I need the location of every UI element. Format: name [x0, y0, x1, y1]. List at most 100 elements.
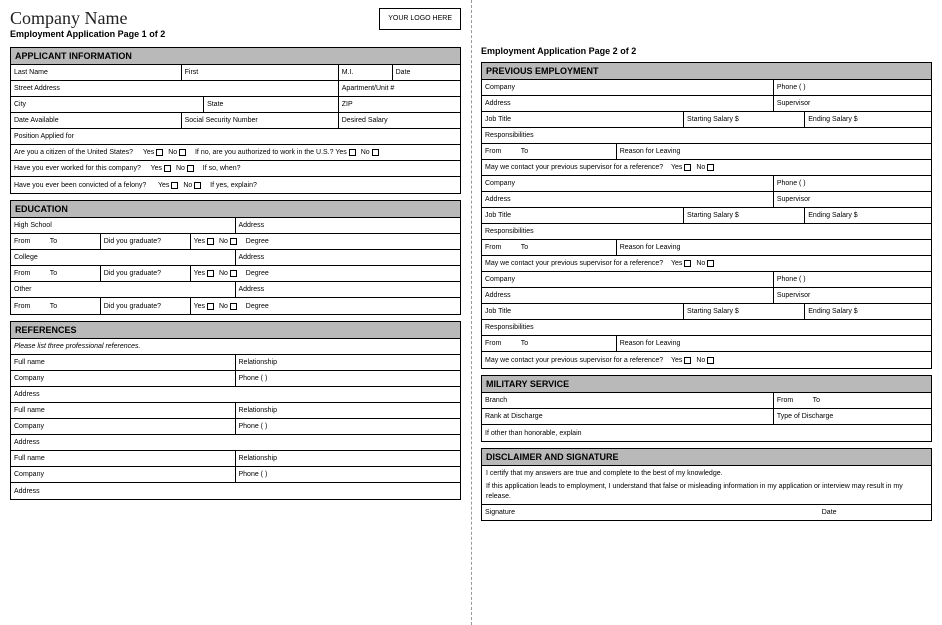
- field-high-school[interactable]: High School: [11, 218, 236, 233]
- field-grad[interactable]: Did you graduate?: [101, 266, 191, 281]
- field-phone[interactable]: Phone ( ): [236, 467, 461, 482]
- field-address[interactable]: Address: [11, 483, 460, 499]
- field-type[interactable]: Type of Discharge: [774, 409, 931, 424]
- field-degree[interactable]: [303, 298, 460, 314]
- field-date[interactable]: Date: [393, 65, 460, 80]
- field-worked[interactable]: Have you ever worked for this company? Y…: [11, 161, 460, 176]
- field-address[interactable]: Address: [236, 282, 461, 297]
- field-relationship[interactable]: Relationship: [236, 451, 461, 466]
- field-reason[interactable]: Reason for Leaving: [617, 336, 931, 351]
- field-phone[interactable]: Phone ( ): [236, 371, 461, 386]
- field-company[interactable]: Company: [482, 176, 774, 191]
- field-from-to[interactable]: From To: [482, 240, 617, 255]
- field-address[interactable]: Address: [11, 435, 460, 450]
- field-company[interactable]: Company: [482, 80, 774, 95]
- checkbox-icon[interactable]: [230, 238, 237, 245]
- field-contact[interactable]: May we contact your previous supervisor …: [482, 352, 931, 368]
- field-other[interactable]: Other: [11, 282, 236, 297]
- field-yesno[interactable]: Yes No Degree: [191, 298, 303, 314]
- field-from[interactable]: From To: [11, 298, 101, 314]
- field-phone[interactable]: Phone ( ): [774, 176, 931, 191]
- checkbox-icon[interactable]: [707, 164, 714, 171]
- field-yesno[interactable]: Yes No Degree: [191, 266, 303, 281]
- field-address[interactable]: Address: [482, 288, 774, 303]
- field-resp[interactable]: Responsibilities: [482, 224, 931, 239]
- field-address[interactable]: Address: [236, 218, 461, 233]
- field-city[interactable]: City: [11, 97, 204, 112]
- field-contact[interactable]: May we contact your previous supervisor …: [482, 256, 931, 271]
- checkbox-icon[interactable]: [230, 303, 237, 310]
- field-supervisor[interactable]: Supervisor: [774, 96, 931, 111]
- field-company[interactable]: Company: [482, 272, 774, 287]
- field-citizen[interactable]: Are you a citizen of the United States? …: [11, 145, 460, 160]
- checkbox-icon[interactable]: [179, 149, 186, 156]
- field-street[interactable]: Street Address: [11, 81, 339, 96]
- field-state[interactable]: State: [204, 97, 339, 112]
- field-address[interactable]: Address: [236, 250, 461, 265]
- checkbox-icon[interactable]: [207, 238, 214, 245]
- field-start-salary[interactable]: Starting Salary $: [684, 208, 805, 223]
- field-start-salary[interactable]: Starting Salary $: [684, 112, 805, 127]
- field-end-salary[interactable]: Ending Salary $: [805, 112, 931, 127]
- field-signature[interactable]: Signature: [482, 505, 819, 520]
- field-address[interactable]: Address: [11, 387, 460, 402]
- field-date-available[interactable]: Date Available: [11, 113, 182, 128]
- field-last-name[interactable]: Last Name: [11, 65, 182, 80]
- field-full-name[interactable]: Full name: [11, 355, 236, 370]
- field-company[interactable]: Company: [11, 419, 236, 434]
- checkbox-icon[interactable]: [684, 164, 691, 171]
- field-felony[interactable]: Have you ever been convicted of a felony…: [11, 177, 460, 193]
- checkbox-icon[interactable]: [684, 260, 691, 267]
- field-address[interactable]: Address: [482, 192, 774, 207]
- field-supervisor[interactable]: Supervisor: [774, 288, 931, 303]
- field-college[interactable]: College: [11, 250, 236, 265]
- field-from-to[interactable]: From To: [482, 144, 617, 159]
- field-ssn[interactable]: Social Security Number: [182, 113, 339, 128]
- field-from-to[interactable]: From To: [774, 393, 931, 408]
- field-full-name[interactable]: Full name: [11, 403, 236, 418]
- field-job-title[interactable]: Job Title: [482, 208, 684, 223]
- checkbox-icon[interactable]: [230, 270, 237, 277]
- checkbox-icon[interactable]: [207, 303, 214, 310]
- field-first[interactable]: First: [182, 65, 339, 80]
- checkbox-icon[interactable]: [164, 165, 171, 172]
- field-branch[interactable]: Branch: [482, 393, 774, 408]
- field-zip[interactable]: ZIP: [339, 97, 460, 112]
- field-company[interactable]: Company: [11, 371, 236, 386]
- field-resp[interactable]: Responsibilities: [482, 320, 931, 335]
- checkbox-icon[interactable]: [707, 357, 714, 364]
- field-grad[interactable]: Did you graduate?: [101, 234, 191, 249]
- field-date[interactable]: Date: [819, 505, 931, 520]
- field-mi[interactable]: M.I.: [339, 65, 393, 80]
- field-start-salary[interactable]: Starting Salary $: [684, 304, 805, 319]
- field-position[interactable]: Position Applied for: [11, 129, 460, 144]
- checkbox-icon[interactable]: [707, 260, 714, 267]
- field-job-title[interactable]: Job Title: [482, 304, 684, 319]
- field-yesno[interactable]: Yes No Degree: [191, 234, 303, 249]
- field-resp[interactable]: Responsibilities: [482, 128, 931, 143]
- field-reason[interactable]: Reason for Leaving: [617, 144, 931, 159]
- checkbox-icon[interactable]: [156, 149, 163, 156]
- field-end-salary[interactable]: Ending Salary $: [805, 208, 931, 223]
- field-address[interactable]: Address: [482, 96, 774, 111]
- checkbox-icon[interactable]: [684, 357, 691, 364]
- field-phone[interactable]: Phone ( ): [774, 272, 931, 287]
- field-contact[interactable]: May we contact your previous supervisor …: [482, 160, 931, 175]
- checkbox-icon[interactable]: [171, 182, 178, 189]
- field-end-salary[interactable]: Ending Salary $: [805, 304, 931, 319]
- field-relationship[interactable]: Relationship: [236, 355, 461, 370]
- field-reason[interactable]: Reason for Leaving: [617, 240, 931, 255]
- checkbox-icon[interactable]: [187, 165, 194, 172]
- field-job-title[interactable]: Job Title: [482, 112, 684, 127]
- field-apt[interactable]: Apartment/Unit #: [339, 81, 460, 96]
- field-from[interactable]: From To: [11, 234, 101, 249]
- checkbox-icon[interactable]: [372, 149, 379, 156]
- checkbox-icon[interactable]: [207, 270, 214, 277]
- field-phone[interactable]: Phone ( ): [774, 80, 931, 95]
- field-full-name[interactable]: Full name: [11, 451, 236, 466]
- checkbox-icon[interactable]: [194, 182, 201, 189]
- field-salary[interactable]: Desired Salary: [339, 113, 460, 128]
- field-degree[interactable]: [303, 234, 460, 249]
- field-degree[interactable]: [303, 266, 460, 281]
- field-from-to[interactable]: From To: [482, 336, 617, 351]
